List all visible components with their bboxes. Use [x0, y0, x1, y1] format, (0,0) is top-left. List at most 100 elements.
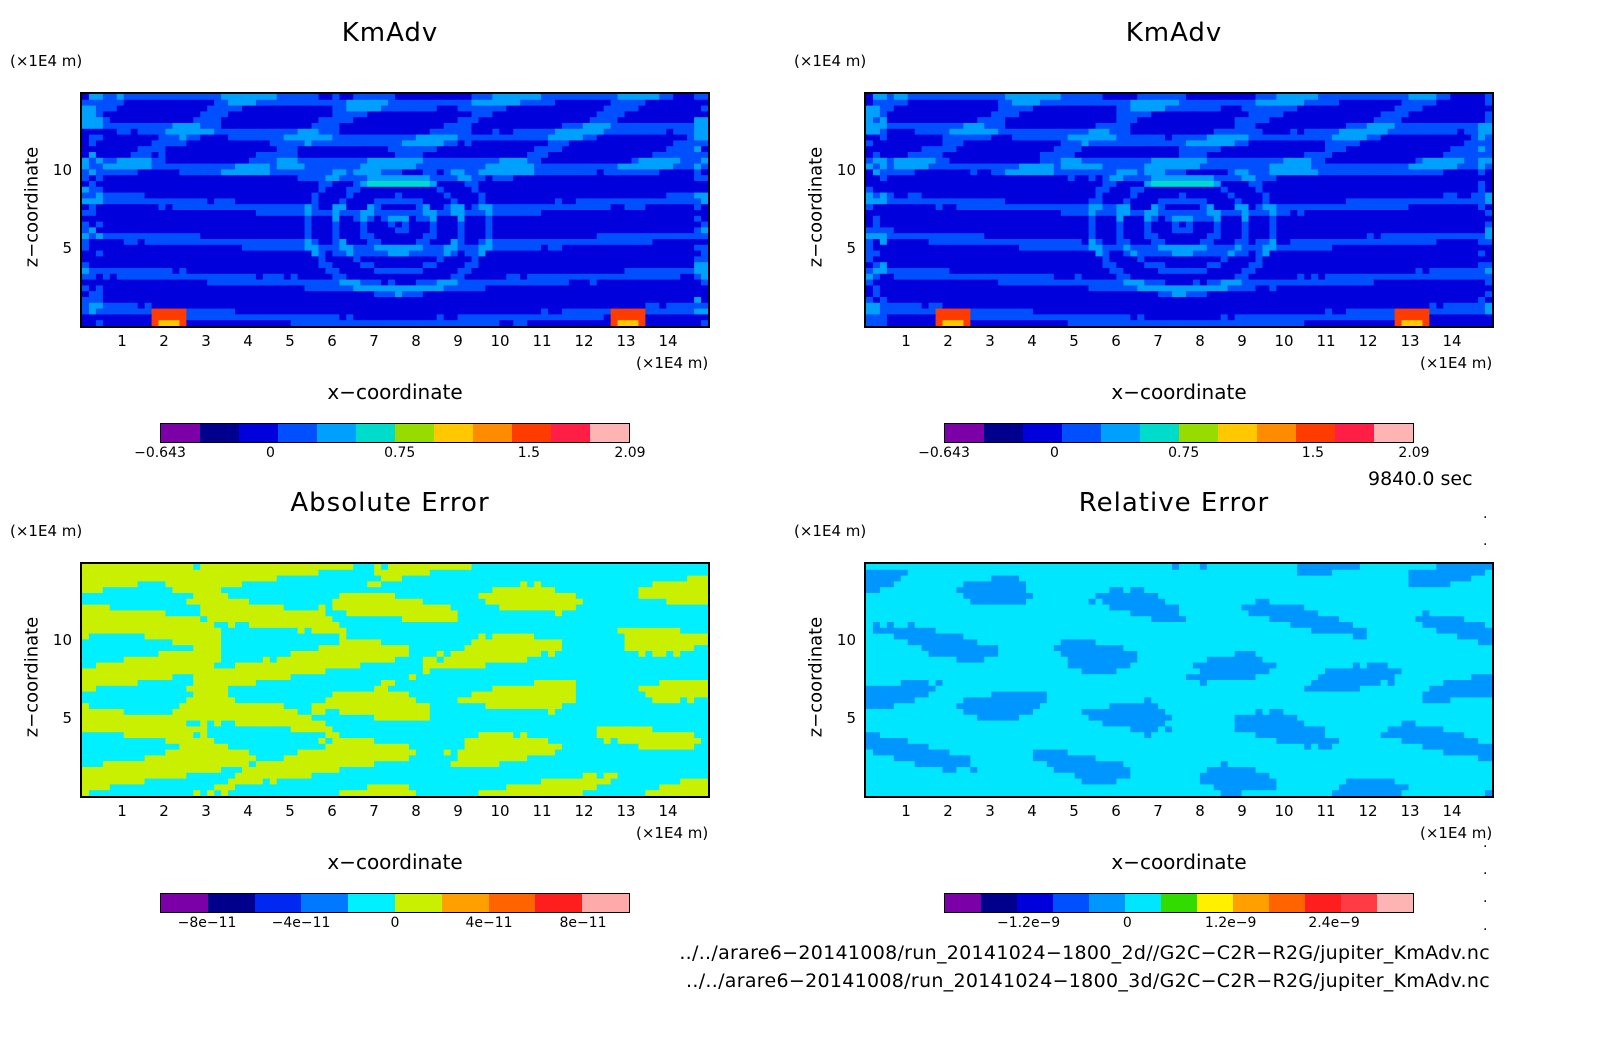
- heatmap-cell: [1283, 175, 1291, 182]
- heatmap-cell: [269, 99, 278, 107]
- heatmap-cell: [102, 302, 111, 310]
- heatmap-cell: [624, 302, 633, 310]
- heatmap-cell: [311, 123, 320, 130]
- heatmap-cell: [520, 308, 528, 315]
- heatmap-cell: [241, 233, 250, 240]
- heatmap-cell: [624, 198, 633, 205]
- heatmap-cell: [1345, 163, 1354, 170]
- heatmap-cell: [200, 117, 208, 124]
- heatmap-cell: [95, 105, 104, 112]
- heatmap-cell: [360, 175, 368, 182]
- heatmap-cell: [151, 192, 160, 199]
- heatmap-cell: [1443, 146, 1451, 153]
- heatmap-cell: [262, 250, 271, 257]
- heatmap-cell: [443, 302, 452, 310]
- heatmap-cell: [680, 239, 688, 246]
- heatmap-cell: [82, 198, 90, 205]
- heatmap-cell: [963, 140, 971, 147]
- heatmap-cell: [694, 181, 702, 188]
- heatmap-cell: [436, 157, 445, 165]
- heatmap-cell: [422, 227, 431, 234]
- heatmap-cell: [589, 111, 598, 118]
- heatmap-cell: [1443, 123, 1451, 130]
- heatmap-cell: [596, 297, 605, 304]
- heatmap-cell: [603, 320, 612, 326]
- heatmap-cell: [942, 152, 951, 159]
- heatmap-cell: [388, 221, 396, 228]
- heatmap-cell: [109, 250, 118, 257]
- heatmap-cell: [165, 152, 174, 159]
- heatmap-cell: [548, 244, 556, 252]
- heatmap-cell: [956, 169, 964, 176]
- heatmap-cell: [464, 279, 473, 286]
- heatmap-cell: [158, 210, 167, 217]
- heatmap-cell: [179, 175, 187, 182]
- heatmap-cell: [109, 94, 118, 101]
- heatmap-cell: [610, 204, 619, 211]
- heatmap-cell: [1144, 134, 1152, 141]
- heatmap-cell: [582, 105, 591, 112]
- heatmap-cell: [228, 128, 236, 136]
- heatmap-cell: [179, 256, 187, 263]
- heatmap-cell: [1234, 128, 1243, 136]
- heatmap-cell: [1241, 128, 1250, 136]
- heatmap-cell: [513, 117, 521, 124]
- heatmap-cell: [436, 314, 445, 321]
- heatmap-cell: [561, 204, 570, 211]
- heatmap-cell: [464, 181, 473, 188]
- heatmap-cell: [248, 285, 257, 292]
- heatmap-cell: [1081, 99, 1090, 107]
- heatmap-cell: [401, 186, 410, 194]
- heatmap-cell: [297, 152, 306, 159]
- heatmap-cell: [123, 262, 132, 269]
- heatmap-cell: [1443, 111, 1451, 118]
- heatmap-cell: [214, 105, 222, 112]
- heatmap-cell: [290, 140, 299, 147]
- heatmap-cell: [137, 285, 146, 292]
- heatmap-cell: [506, 146, 514, 153]
- heatmap-cell: [360, 192, 368, 199]
- heatmap-cell: [172, 302, 180, 310]
- heatmap-cell: [589, 117, 598, 124]
- heatmap-cell: [82, 163, 90, 170]
- heatmap-cell: [1373, 175, 1382, 182]
- heatmap-cell: [610, 320, 619, 326]
- heatmap-cell: [408, 273, 417, 281]
- heatmap-cell: [304, 204, 313, 211]
- heatmap-cell: [513, 227, 521, 234]
- heatmap-cell: [694, 99, 702, 107]
- heatmap-cell: [914, 111, 923, 118]
- heatmap-cell: [269, 192, 278, 199]
- heatmap-cell: [610, 250, 619, 257]
- heatmap-cell: [401, 105, 410, 112]
- heatmap-cell: [1387, 94, 1396, 101]
- heatmap-cell: [304, 279, 313, 286]
- heatmap-cell: [1109, 163, 1117, 170]
- heatmap-cell: [471, 111, 480, 118]
- heatmap-cell: [360, 169, 368, 176]
- heatmap-cell: [506, 291, 514, 298]
- heatmap-cell: [457, 105, 466, 112]
- heatmap-cell: [193, 221, 201, 228]
- heatmap-cell: [921, 134, 930, 141]
- heatmap-cell: [680, 140, 688, 147]
- heatmap-cell: [478, 140, 487, 147]
- heatmap-cell: [283, 146, 292, 153]
- heatmap-cell: [304, 256, 313, 263]
- heatmap-cell: [520, 302, 528, 310]
- heatmap-cell: [193, 279, 201, 286]
- heatmap-cell: [1401, 163, 1410, 170]
- heatmap-cell: [429, 273, 438, 281]
- heatmap-cell: [88, 297, 97, 304]
- heatmap-cell: [1095, 134, 1104, 141]
- heatmap-cell: [687, 175, 695, 182]
- heatmap-cell: [652, 99, 660, 107]
- heatmap-cell: [638, 227, 646, 234]
- heatmap-cell: [130, 302, 139, 310]
- heatmap-cell: [984, 99, 992, 107]
- heatmap-cell: [1387, 175, 1396, 182]
- heatmap-cell: [116, 157, 125, 165]
- heatmap-cell: [1046, 105, 1055, 112]
- heatmap-cell: [235, 320, 243, 326]
- heatmap-cell: [102, 152, 111, 159]
